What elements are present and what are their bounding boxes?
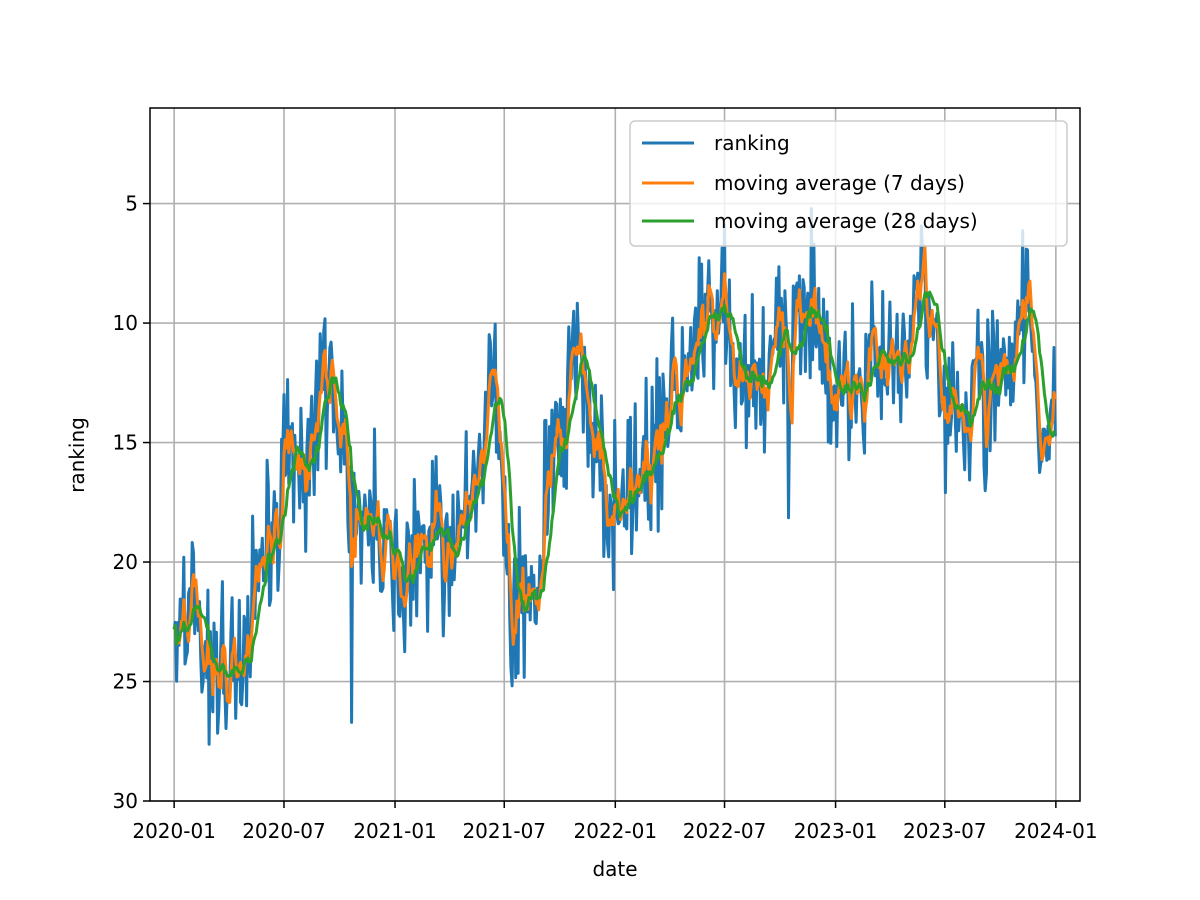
legend-label-ranking: ranking <box>714 131 790 155</box>
legend-label-moving-average-28-days: moving average (28 days) <box>714 209 978 233</box>
x-tick-label: 2024-01 <box>1014 819 1098 843</box>
legend: ranking moving average (7 days) moving a… <box>629 120 1068 247</box>
x-tick-label: 2020-01 <box>132 819 216 843</box>
y-tick-label: 25 <box>113 670 138 694</box>
plot-area <box>172 207 1057 746</box>
y-tick-label: 5 <box>125 192 138 216</box>
series-line-moving-average-7-days <box>172 244 1057 704</box>
x-tick-label: 2022-07 <box>683 819 767 843</box>
x-tick-label: 2021-01 <box>353 819 437 843</box>
legend-label-moving-average-7-days: moving average (7 days) <box>714 171 965 195</box>
x-axis-label: date <box>592 857 637 881</box>
x-tick-label: 2021-07 <box>462 819 546 843</box>
x-tick-label: 2020-07 <box>242 819 326 843</box>
legend-box <box>629 120 1068 247</box>
y-tick-label: 10 <box>113 311 138 335</box>
series-line-ranking <box>172 207 1057 746</box>
series-line-moving-average-28-days <box>172 290 1056 678</box>
x-tick-label: 2022-01 <box>574 819 658 843</box>
x-axis: 2020-01 2020-07 2021-01 2021-07 2022-01 2022-… <box>132 801 1098 843</box>
y-tick-label: 20 <box>113 550 138 574</box>
x-tick-label: 2023-07 <box>903 819 987 843</box>
y-axis-label: ranking <box>65 417 89 493</box>
y-axis: 5 10 15 20 25 30 <box>113 192 150 813</box>
x-tick-label: 2023-01 <box>794 819 878 843</box>
y-tick-label: 15 <box>113 431 138 455</box>
y-tick-label: 30 <box>113 789 138 813</box>
